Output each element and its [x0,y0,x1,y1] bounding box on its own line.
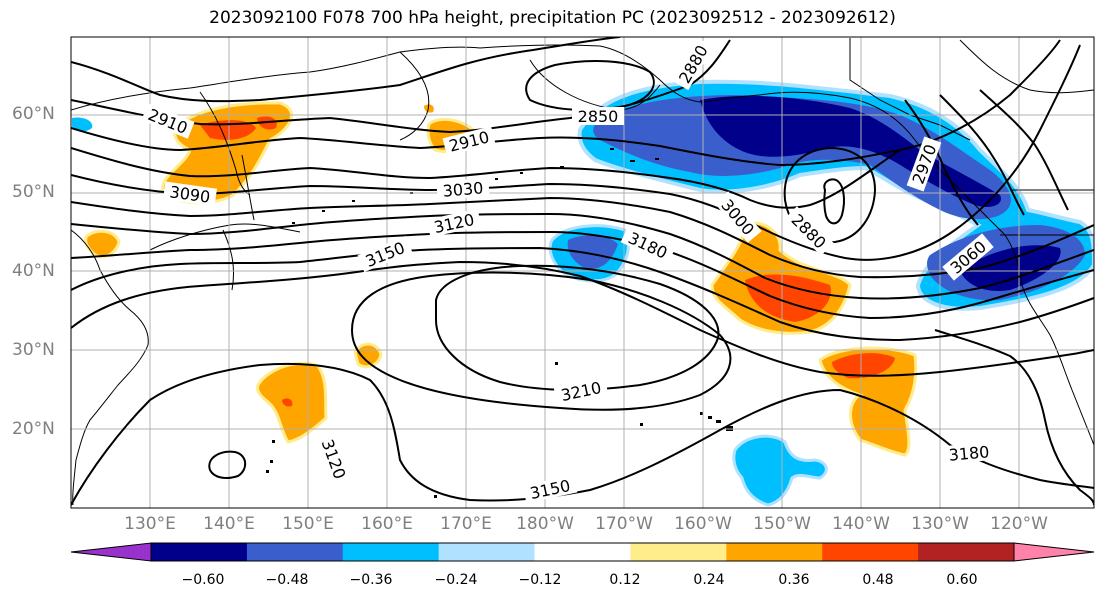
colorbar-tick-label: 0.36 [778,572,810,588]
colorbar-tick-label: −0.12 [518,572,562,588]
colorbar-swatch [70,542,152,562]
colorbar-tick-label: 0.60 [946,572,978,588]
colorbar-swatch [246,543,344,561]
colorbar-tick-label: −0.60 [181,572,225,588]
colorbar-swatch [534,543,631,561]
colorbar [70,542,1095,562]
map-title: 2023092100 F078 700 hPa height, precipit… [209,8,896,28]
lon-label-170w: 170°W [595,514,653,534]
colorbar-swatch [438,543,536,561]
lon-label-130e: 130°E [124,514,176,534]
lon-label-160e: 160°E [361,514,413,534]
contour-label-3180: 3180 [948,442,990,464]
lat-label-30n: 30°N [12,340,55,360]
colorbar-swatch [1013,542,1095,562]
lon-label-170e: 170°E [440,514,492,534]
colorbar-tick-label: 0.24 [693,572,725,588]
colorbar-border [150,542,1015,562]
lon-label-140e: 140°E [203,514,255,534]
lon-label-120w: 120°W [990,514,1048,534]
colorbar-swatch [342,543,440,561]
lon-label-180w: 180°W [516,514,574,534]
lat-label-20n: 20°N [12,419,55,439]
map-frame [70,36,1095,509]
contour-label-2850: 2850 [578,107,619,126]
colorbar-swatch [726,543,823,561]
lat-label-60n: 60°N [12,104,55,124]
lat-label-40n: 40°N [12,261,55,281]
lon-label-130w: 130°W [911,514,969,534]
colorbar-tick-label: −0.24 [434,572,478,588]
colorbar-tick-label: 0.48 [862,572,894,588]
lon-label-150w: 150°W [753,514,811,534]
colorbar-tick-label: −0.36 [349,572,393,588]
lon-label-150e: 150°E [282,514,334,534]
colorbar-tick-label: −0.48 [265,572,309,588]
lon-label-160w: 160°W [674,514,732,534]
lon-label-140w: 140°W [832,514,890,534]
colorbar-swatch [822,543,919,561]
lat-label-50n: 50°N [12,182,55,202]
contour-label-3030: 3030 [442,178,484,200]
colorbar-swatch [630,543,727,561]
colorbar-tick-label: 0.12 [609,572,641,588]
colorbar-swatch [151,543,248,561]
colorbar-swatch [918,543,1015,561]
